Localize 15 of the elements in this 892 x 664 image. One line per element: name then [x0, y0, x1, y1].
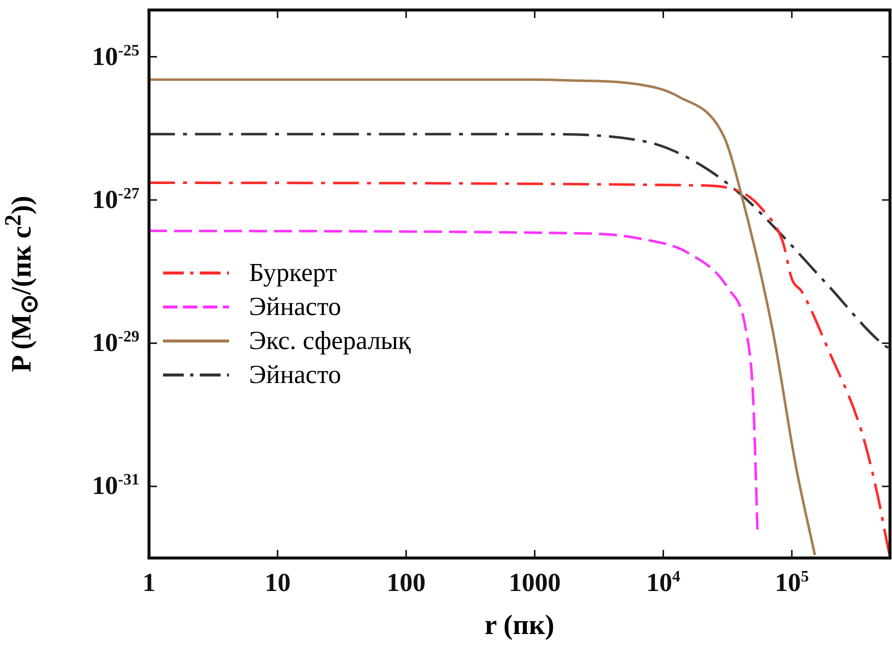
legend-label: Буркерт	[249, 258, 337, 288]
x-axis-title: r (пк)	[484, 610, 554, 642]
y-tick-label: 10$^{-31}$	[92, 471, 140, 502]
x-tick-label: 10	[264, 568, 291, 598]
y-tick-label: 10$^{-29}$	[92, 328, 140, 358]
y-tick-label: 10$^{-25}$	[92, 42, 140, 72]
legend-label: Эйнасто	[249, 360, 342, 390]
x-tick-label: 10$^{4}$	[646, 568, 680, 598]
x-tick-label: 100	[386, 568, 426, 598]
legend-label: Экс. сфералық	[249, 326, 411, 356]
x-tick-label: 10$^{5}$	[774, 568, 809, 598]
x-tick-label: 1	[142, 568, 156, 598]
y-tick-label: 10$^{-27}$	[92, 184, 140, 215]
legend-label: Эйнасто	[249, 292, 342, 322]
x-tick-label: 1000	[508, 568, 561, 598]
